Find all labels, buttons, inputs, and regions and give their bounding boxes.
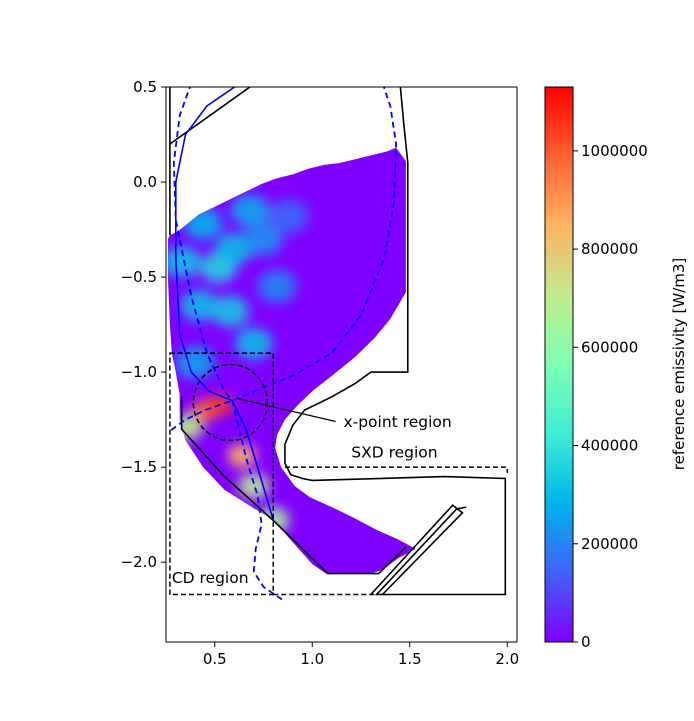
colorbar-tick-label: 400000 <box>581 437 638 455</box>
colorbar-tick-label: 200000 <box>581 535 638 553</box>
x-tick-label: 0.5 <box>203 650 227 668</box>
colorbar-tick-label: 0 <box>581 633 591 651</box>
emission-hotspot <box>243 222 284 256</box>
wall-outline-right <box>370 87 409 373</box>
x-tick-label: 1.5 <box>398 650 422 668</box>
y-tick-label: 0.0 <box>133 173 157 191</box>
y-axis: 0.5 0.0 −0.5 −1.0 −1.5 −2.0 <box>121 78 166 571</box>
emission-hotspot <box>268 199 310 234</box>
colorbar-axis: 0 200000 400000 600000 800000 1000000 <box>573 142 648 651</box>
emission-hotspot <box>180 289 219 322</box>
y-tick-label: 0.5 <box>133 78 157 96</box>
emission-hotspot <box>227 443 257 468</box>
emission-hotspot <box>167 246 201 278</box>
colorbar <box>544 86 574 643</box>
emission-hotspot <box>230 194 270 227</box>
y-tick-label: −1.5 <box>121 458 157 476</box>
emissivity-map <box>167 147 416 574</box>
colorbar-tick-label: 1000000 <box>581 142 648 160</box>
x-point-region-circle <box>192 363 269 442</box>
baffle-outline <box>284 371 507 596</box>
emission-hotspot <box>211 295 250 327</box>
emission-hotspot <box>238 473 270 500</box>
cd-region-box <box>169 352 274 596</box>
colorbar-tick-label: 800000 <box>581 240 638 258</box>
colorbar-label: reference emissivity [W/m3] <box>670 258 688 471</box>
plot-frame <box>165 86 518 643</box>
emission-hotspot <box>257 269 298 304</box>
sxd-plate-outline <box>370 504 464 596</box>
separatrix-dashed-secondary <box>172 87 284 601</box>
y-tick-label: −1.0 <box>121 363 157 381</box>
x-point-annotation-line <box>238 398 336 423</box>
emission-hotspot <box>175 346 215 379</box>
emission-hotspot <box>183 207 223 240</box>
cd-region-label: CD region <box>172 569 249 587</box>
emission-hotspot <box>234 327 273 360</box>
x-axis: 0.5 1.0 1.5 2.0 <box>203 642 519 668</box>
emission-hotspot <box>215 232 254 265</box>
sxd-region-box <box>273 466 509 596</box>
x-tick-label: 1.0 <box>300 650 324 668</box>
sxd-region-label: SXD region <box>351 444 437 462</box>
colorbar-tick-label: 600000 <box>581 338 638 356</box>
x-tick-label: 2.0 <box>495 650 519 668</box>
y-tick-label: −2.0 <box>121 553 157 571</box>
y-tick-label: −0.5 <box>121 268 157 286</box>
x-point-region-label: x-point region <box>343 413 451 431</box>
separatrix-dashed-primary <box>169 87 398 432</box>
wall-outline-top <box>169 87 251 145</box>
